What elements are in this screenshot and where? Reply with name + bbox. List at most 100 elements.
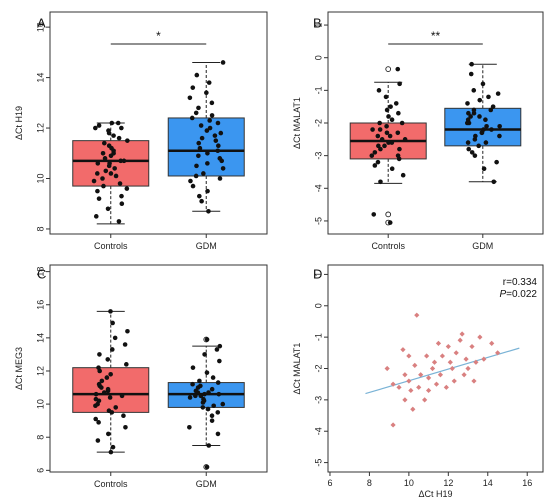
- data-point: [116, 219, 122, 224]
- data-point: [207, 125, 213, 131]
- data-point: [106, 128, 111, 133]
- data-point: [483, 140, 489, 145]
- data-point: [400, 172, 406, 178]
- y-tick-label: 14: [35, 73, 45, 83]
- x-tick-label: Controls: [371, 241, 405, 251]
- data-point: [108, 371, 113, 377]
- data-point: [370, 127, 375, 132]
- data-point: [477, 114, 482, 119]
- data-point: [395, 153, 401, 158]
- data-point: [377, 127, 383, 132]
- data-point: [199, 198, 204, 204]
- y-tick-label: 12: [35, 366, 45, 376]
- data-point: [389, 140, 395, 145]
- data-point: [468, 114, 473, 119]
- data-point: [215, 410, 221, 415]
- data-point: [121, 413, 126, 418]
- y-axis-label: ΔCt H19: [14, 106, 24, 140]
- y-tick-label: 1: [313, 272, 323, 277]
- y-tick-label: 14: [35, 333, 45, 343]
- data-point: [215, 380, 221, 385]
- data-point: [465, 101, 470, 106]
- data-point: [194, 163, 199, 169]
- data-point: [122, 342, 128, 347]
- data-point: [205, 150, 210, 156]
- box-body: [167, 117, 245, 177]
- data-point: [113, 405, 119, 410]
- scatter-point: [469, 343, 475, 350]
- box-controls: [72, 309, 150, 455]
- panel-label: D: [313, 267, 322, 282]
- data-point: [213, 138, 219, 143]
- data-point: [395, 130, 401, 136]
- data-point: [206, 80, 212, 85]
- data-point: [215, 431, 221, 437]
- data-point: [100, 150, 106, 156]
- y-axis-label: ΔCt MEG3: [14, 347, 24, 390]
- data-point: [497, 123, 502, 129]
- data-point: [101, 390, 107, 395]
- y-tick-label: 18: [35, 267, 45, 277]
- scatter-point: [384, 365, 390, 372]
- scatter-point: [406, 378, 412, 384]
- data-point: [369, 153, 375, 158]
- data-point: [488, 107, 494, 113]
- x-tick-label: 6: [327, 478, 332, 488]
- data-point: [206, 208, 211, 214]
- data-point: [397, 81, 402, 87]
- data-point: [378, 179, 383, 185]
- scatter-point: [425, 375, 432, 381]
- y-tick-label: 16: [35, 300, 45, 310]
- outlier-point: [385, 211, 392, 218]
- data-point: [201, 171, 206, 176]
- data-point: [123, 424, 128, 430]
- scatter-point: [425, 387, 432, 394]
- data-point: [495, 91, 501, 96]
- data-point: [108, 309, 113, 314]
- panel-label: A: [37, 16, 46, 31]
- data-point: [96, 365, 101, 370]
- data-point: [97, 352, 102, 357]
- data-point: [490, 104, 496, 109]
- scatter-point: [437, 372, 444, 378]
- data-point: [389, 166, 395, 172]
- data-point: [206, 390, 211, 395]
- scatter-point: [457, 337, 463, 343]
- data-point: [112, 335, 118, 341]
- data-point: [125, 138, 130, 143]
- x-tick-label: Controls: [94, 241, 128, 251]
- y-tick-label: -4: [313, 184, 323, 192]
- panel-C: C 6 8 10 12 14 16 18 ΔCt MEG3 Controls GDM: [14, 264, 268, 489]
- data-point: [389, 117, 395, 123]
- data-point: [375, 159, 381, 165]
- data-point: [395, 66, 401, 72]
- scatter-point: [443, 384, 449, 390]
- data-point: [387, 133, 393, 139]
- data-point: [112, 166, 117, 171]
- data-point: [217, 156, 223, 161]
- data-point: [211, 403, 217, 409]
- data-point: [484, 123, 489, 129]
- y-axis-label: ΔCt MALAT1: [292, 343, 302, 395]
- data-point: [220, 401, 226, 407]
- y-tick-label: -3: [313, 396, 323, 404]
- data-point: [102, 156, 108, 161]
- scatter-point: [396, 384, 402, 390]
- scatter-point: [406, 353, 412, 359]
- x-tick-label: 10: [404, 478, 414, 488]
- x-tick-label: 16: [522, 478, 532, 488]
- data-point: [204, 464, 210, 470]
- box-gdm: [167, 336, 245, 470]
- data-point: [205, 161, 210, 166]
- x-tick-label: GDM: [472, 241, 493, 251]
- data-point: [190, 381, 195, 387]
- scatter-point: [424, 353, 430, 359]
- data-point: [194, 72, 200, 78]
- data-point: [193, 388, 199, 394]
- data-point: [497, 133, 502, 139]
- data-point: [124, 362, 129, 367]
- p-value: =0.022: [506, 289, 537, 300]
- box-gdm: [167, 60, 245, 214]
- scatter-point: [465, 365, 471, 372]
- data-point: [217, 358, 222, 364]
